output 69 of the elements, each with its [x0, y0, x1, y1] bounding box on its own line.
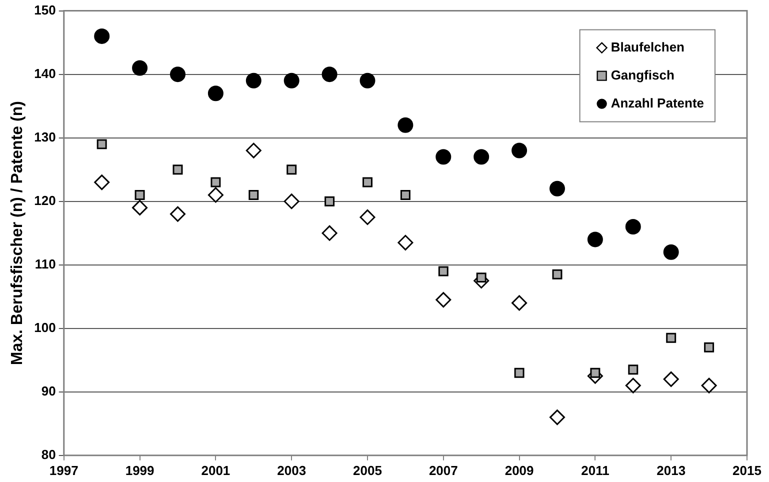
point — [248, 190, 259, 200]
point — [625, 219, 641, 234]
point — [172, 164, 183, 175]
point — [246, 142, 262, 158]
point — [286, 164, 297, 175]
point — [246, 72, 262, 88]
y-axis-title: Max. Berufsfischer (n) / Patente (n) — [9, 101, 26, 366]
y-tick-label: 150 — [34, 2, 56, 18]
y-tick-label: 90 — [41, 383, 56, 398]
point — [94, 28, 110, 44]
x-tick-label: 1997 — [49, 462, 78, 478]
legend-label: Blaufelchen — [610, 39, 685, 54]
point — [663, 244, 679, 260]
x-tick-label: 2013 — [656, 462, 686, 478]
point — [512, 142, 528, 158]
x-tick-label: 1999 — [125, 462, 154, 478]
point — [704, 342, 714, 352]
point — [208, 86, 224, 102]
point — [398, 117, 414, 133]
point — [398, 234, 414, 250]
point — [552, 269, 562, 280]
point — [94, 174, 110, 190]
point — [663, 371, 679, 387]
point — [666, 332, 676, 343]
point — [625, 378, 641, 394]
point — [514, 368, 524, 378]
point — [170, 206, 186, 222]
point — [210, 177, 221, 188]
point — [549, 410, 565, 426]
point — [208, 187, 224, 203]
x-tick-label: 2011 — [581, 462, 610, 478]
y-tick-label: 110 — [34, 256, 56, 272]
point — [438, 266, 448, 276]
point — [284, 194, 300, 210]
point — [362, 177, 372, 188]
legend-label: Anzahl Patente — [610, 95, 704, 110]
y-tick-label: 130 — [34, 129, 56, 144]
point — [134, 190, 145, 200]
point — [322, 66, 338, 82]
point — [512, 295, 528, 311]
x-tick-label: 2005 — [353, 462, 382, 478]
y-tick-label: 100 — [34, 320, 56, 335]
point — [132, 200, 148, 216]
point — [132, 60, 148, 76]
point — [322, 225, 338, 241]
y-tick-label: 80 — [41, 446, 56, 462]
point — [170, 66, 186, 82]
point — [436, 149, 452, 165]
point — [360, 72, 376, 88]
point — [324, 196, 335, 206]
point — [628, 364, 638, 375]
x-tick-label: 2015 — [732, 462, 762, 478]
point — [360, 209, 376, 225]
x-tick-label: 2007 — [428, 462, 458, 478]
point — [474, 149, 490, 165]
x-tick-label: 2003 — [277, 462, 306, 478]
point — [400, 190, 410, 200]
point — [549, 180, 565, 196]
y-tick-label: 120 — [34, 192, 56, 208]
y-tick-label: 140 — [34, 66, 56, 81]
point — [436, 292, 452, 308]
point — [284, 72, 300, 88]
point — [587, 232, 603, 248]
point — [701, 378, 717, 394]
x-tick-label: 2009 — [504, 462, 534, 478]
x-tick-label: 2001 — [201, 462, 230, 478]
legend-label: Gangfisch — [610, 67, 674, 82]
point — [96, 139, 107, 150]
point — [590, 368, 600, 378]
